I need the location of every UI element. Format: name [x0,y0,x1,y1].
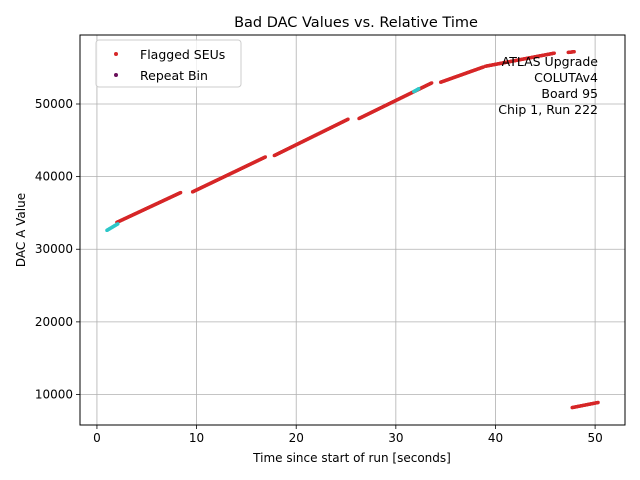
plot-frame [79,34,626,426]
x-tick-label: 0 [93,431,101,445]
series-repeat-bin [105,87,421,233]
data-point [116,222,120,226]
legend-box [95,39,242,88]
legend-marker-repeat [114,73,118,77]
ticks-layer: 0 10 20 30 40 50 10000 20000 30000 40000 50000 [35,97,603,445]
data-point [346,117,350,121]
y-tick-label: 20000 [35,315,73,329]
data-point [178,190,183,195]
legend: Flagged SEUs Repeat Bin [95,39,242,88]
y-tick-label: 30000 [35,242,73,256]
data-point [430,81,434,85]
annotation-line-2: COLUTAv4 [534,70,598,85]
y-tick-label: 10000 [35,387,73,401]
x-tick-label: 10 [189,431,204,445]
grid-layer [80,35,625,425]
data-point [572,50,576,54]
x-tick-label: 40 [488,431,503,445]
legend-marker-flagged [114,52,118,56]
x-axis-label: Time since start of run [seconds] [252,451,451,465]
data-point [263,155,268,159]
x-tick-label: 30 [388,431,403,445]
x-tick-label: 50 [587,431,602,445]
legend-label-repeat: Repeat Bin [140,68,208,83]
data-point [552,51,556,55]
y-tick-label: 50000 [35,97,73,111]
annotation: ATLAS Upgrade COLUTAv4 Board 95 Chip 1, … [498,54,598,117]
annotation-line-3: Board 95 [541,86,598,101]
annotation-line-4: Chip 1, Run 222 [498,102,598,117]
chart-title: Bad DAC Values vs. Relative Time [234,15,478,31]
annotation-line-1: ATLAS Upgrade [502,54,599,69]
plot-area [80,35,625,425]
legend-label-flagged: Flagged SEUs [140,47,225,62]
data-point [596,400,600,405]
series-flagged-seus [115,50,600,410]
data-point [417,87,421,91]
points-layer [105,50,600,410]
y-axis-label: DAC A Value [14,193,28,267]
x-tick-label: 20 [289,431,304,445]
y-tick-label: 40000 [35,170,73,184]
